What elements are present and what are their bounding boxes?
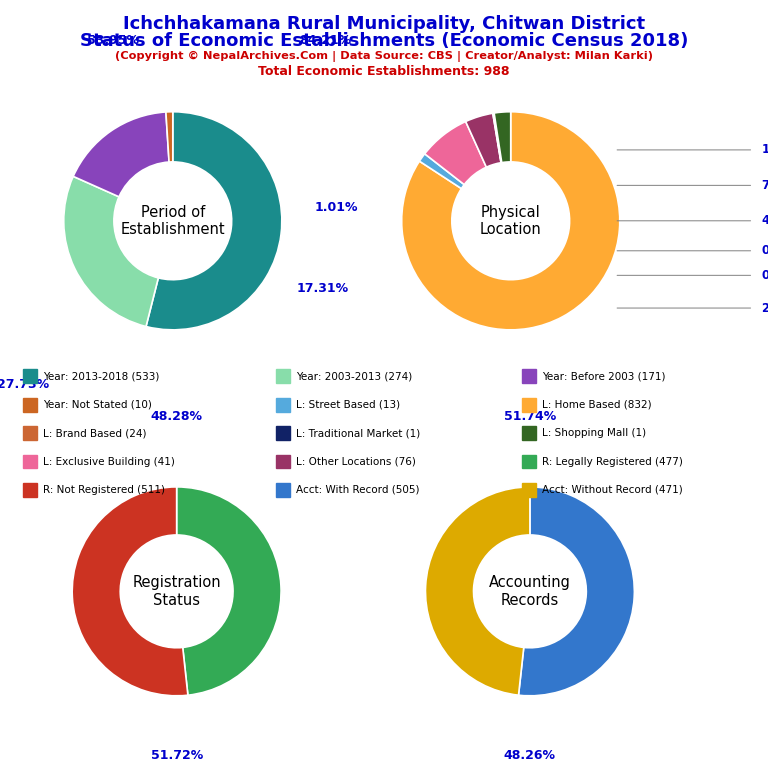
Text: L: Traditional Market (1): L: Traditional Market (1) [296, 428, 421, 439]
Text: Year: Before 2003 (171): Year: Before 2003 (171) [542, 371, 666, 382]
Wedge shape [177, 487, 281, 695]
Text: 48.26%: 48.26% [504, 750, 556, 763]
Text: L: Other Locations (76): L: Other Locations (76) [296, 456, 416, 467]
Text: Total Economic Establishments: 988: Total Economic Establishments: 988 [258, 65, 510, 78]
Text: Year: Not Stated (10): Year: Not Stated (10) [43, 399, 152, 410]
Wedge shape [493, 113, 502, 163]
Wedge shape [146, 111, 282, 329]
Text: Accounting
Records: Accounting Records [489, 575, 571, 607]
Text: 0.10%: 0.10% [762, 244, 768, 257]
Text: Acct: With Record (505): Acct: With Record (505) [296, 485, 420, 495]
Text: 7.69%: 7.69% [762, 179, 768, 192]
Text: L: Brand Based (24): L: Brand Based (24) [43, 428, 147, 439]
Wedge shape [419, 154, 464, 189]
Wedge shape [425, 487, 530, 695]
Text: L: Exclusive Building (41): L: Exclusive Building (41) [43, 456, 175, 467]
Text: Year: 2003-2013 (274): Year: 2003-2013 (274) [296, 371, 412, 382]
Wedge shape [402, 111, 620, 329]
Text: Ichchhakamana Rural Municipality, Chitwan District: Ichchhakamana Rural Municipality, Chitwa… [123, 15, 645, 33]
Wedge shape [518, 487, 634, 696]
Text: Physical
Location: Physical Location [480, 204, 541, 237]
Text: R: Not Registered (511): R: Not Registered (511) [43, 485, 165, 495]
Text: 4.15%: 4.15% [762, 214, 768, 227]
Text: 1.01%: 1.01% [315, 200, 358, 214]
Wedge shape [64, 177, 158, 326]
Wedge shape [465, 113, 501, 167]
Text: 2.43%: 2.43% [762, 302, 768, 315]
Text: Year: 2013-2018 (533): Year: 2013-2018 (533) [43, 371, 160, 382]
Text: Status of Economic Establishments (Economic Census 2018): Status of Economic Establishments (Econo… [80, 32, 688, 50]
Text: 17.31%: 17.31% [296, 283, 349, 296]
Text: 51.74%: 51.74% [504, 410, 556, 423]
Text: Period of
Establishment: Period of Establishment [121, 204, 225, 237]
Text: L: Home Based (832): L: Home Based (832) [542, 399, 652, 410]
Text: 84.21%: 84.21% [300, 35, 352, 48]
Text: (Copyright © NepalArchives.Com | Data Source: CBS | Creator/Analyst: Milan Karki: (Copyright © NepalArchives.Com | Data So… [115, 51, 653, 61]
Wedge shape [494, 111, 511, 163]
Wedge shape [166, 111, 173, 162]
Text: L: Street Based (13): L: Street Based (13) [296, 399, 401, 410]
Wedge shape [72, 487, 188, 696]
Text: 1.32%: 1.32% [762, 144, 768, 157]
Text: 27.73%: 27.73% [0, 378, 49, 391]
Text: Acct: Without Record (471): Acct: Without Record (471) [542, 485, 683, 495]
Text: Registration
Status: Registration Status [132, 575, 221, 607]
Text: 0.10%: 0.10% [762, 269, 768, 282]
Text: L: Shopping Mall (1): L: Shopping Mall (1) [542, 428, 647, 439]
Text: 53.95%: 53.95% [87, 35, 139, 48]
Wedge shape [425, 121, 486, 184]
Text: R: Legally Registered (477): R: Legally Registered (477) [542, 456, 683, 467]
Wedge shape [73, 112, 169, 197]
Text: 51.72%: 51.72% [151, 750, 203, 763]
Wedge shape [494, 113, 502, 163]
Text: 48.28%: 48.28% [151, 410, 203, 423]
